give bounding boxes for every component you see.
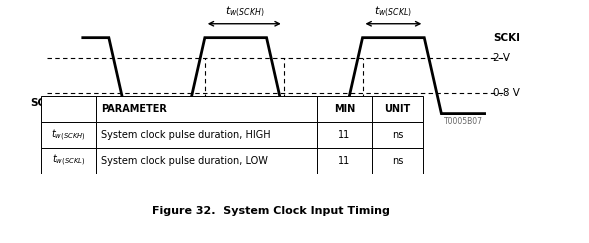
Bar [41,148,97,174]
Text: SCKI: SCKI [31,98,57,108]
Text: $t_{w(SCKL)}$: $t_{w(SCKL)}$ [52,153,85,168]
Text: 11: 11 [338,130,350,140]
Text: UNIT: UNIT [385,104,411,114]
Text: SCKI: SCKI [493,33,520,43]
Bar [372,122,423,148]
Bar [97,122,317,148]
Text: MIN: MIN [334,104,355,114]
Text: $t_{w(SCKL)}$: $t_{w(SCKL)}$ [375,5,412,19]
Bar [41,96,97,122]
Text: System clock pulse duration, LOW: System clock pulse duration, LOW [101,156,269,166]
Text: PARAMETER: PARAMETER [101,104,167,114]
Text: 2 V: 2 V [493,53,510,63]
Bar [317,96,372,122]
Bar [97,96,317,122]
Text: ns: ns [392,130,403,140]
Text: $t_{w(SCKH)}$: $t_{w(SCKH)}$ [224,5,264,19]
Text: System clock pulse duration, HIGH: System clock pulse duration, HIGH [101,130,271,140]
Text: T0005B07: T0005B07 [444,117,482,126]
Bar [317,122,372,148]
Bar [372,96,423,122]
Bar [41,122,97,148]
Bar [317,148,372,174]
Text: Figure 32.  System Clock Input Timing: Figure 32. System Clock Input Timing [152,206,390,217]
Text: 11: 11 [338,156,350,166]
Text: $t_{w(SCKH)}$: $t_{w(SCKH)}$ [51,127,86,143]
Text: ns: ns [392,156,403,166]
Bar [97,148,317,174]
Text: 0.8 V: 0.8 V [493,88,519,98]
Bar [372,148,423,174]
